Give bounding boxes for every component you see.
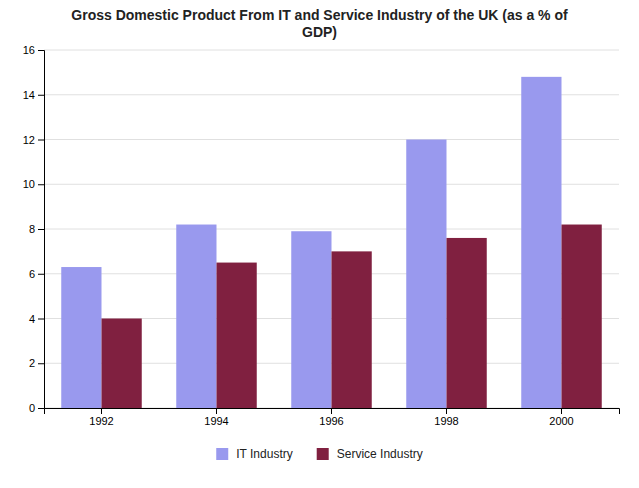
bar [447, 238, 487, 408]
legend-label: Service Industry [337, 447, 423, 461]
y-tick-mark [38, 274, 44, 275]
bar [176, 225, 216, 408]
y-axis: 0 2 4 6 8 10 12 14 16 [23, 44, 45, 414]
legend-item: IT Industry [216, 447, 292, 461]
y-tick: 16 [23, 44, 44, 56]
x-axis: 1992 1994 1996 1998 2000 [45, 408, 620, 427]
x-tick-label: 1998 [434, 415, 458, 427]
x-tick-mark [216, 408, 217, 414]
y-tick-label: 4 [29, 313, 35, 325]
y-tick-mark [38, 140, 44, 141]
title: Gross Domestic Product From IT and Servi… [71, 7, 568, 40]
x-tick: 1996 [319, 408, 343, 427]
y-tick: 14 [23, 89, 44, 101]
y-tick-mark [38, 184, 44, 185]
x-tick: 1992 [89, 408, 113, 427]
legend-label: IT Industry [236, 447, 292, 461]
bar [61, 267, 101, 408]
y-tick-mark [38, 408, 44, 409]
y-tick-mark [38, 95, 44, 96]
series [61, 77, 561, 408]
legend-swatch [216, 448, 228, 460]
grid [44, 50, 619, 408]
x-tick: 1998 [434, 408, 458, 427]
title-line: Gross Domestic Product From IT and Servi… [71, 7, 568, 23]
y-tick-label: 6 [29, 268, 35, 280]
bar [102, 319, 142, 409]
x-axis-line [45, 409, 620, 415]
x-tick: 2000 [549, 408, 573, 427]
legend-item: Service Industry [317, 447, 423, 461]
bar [562, 225, 602, 408]
chart: Gross Domestic Product From IT and Servi… [0, 0, 639, 488]
y-tick-mark [38, 363, 44, 364]
y-tick-label: 12 [23, 134, 35, 146]
bar [217, 263, 257, 408]
y-tick-label: 16 [23, 44, 35, 56]
y-tick-label: 14 [23, 89, 35, 101]
x-tick: 1994 [204, 408, 228, 427]
bar [291, 231, 331, 408]
y-tick-label: 10 [23, 178, 35, 190]
legend: IT Industry Service Industry [216, 447, 423, 461]
y-tick: 0 [29, 402, 44, 414]
x-tick-label: 1996 [319, 415, 343, 427]
x-tick-mark [331, 408, 332, 414]
y-tick-mark [38, 50, 44, 51]
y-tick-mark [38, 319, 44, 320]
bar [521, 77, 561, 408]
y-tick-label: 8 [29, 223, 35, 235]
legend-swatch [317, 448, 329, 460]
x-tick-mark [101, 408, 102, 414]
bar [406, 140, 446, 409]
y-tick-mark [38, 229, 44, 230]
y-tick: 10 [23, 178, 44, 190]
y-axis-line [38, 51, 45, 409]
y-tick: 2 [29, 357, 44, 369]
bar [332, 251, 372, 408]
x-tick-mark [446, 408, 447, 414]
y-tick: 6 [29, 268, 44, 280]
y-tick-label: 2 [29, 357, 35, 369]
y-tick-label: 0 [29, 402, 35, 414]
title-line: GDP) [302, 24, 337, 40]
y-tick: 12 [23, 134, 44, 146]
x-tick-mark [561, 408, 562, 414]
bars [61, 77, 602, 408]
grid-line [44, 50, 619, 51]
x-tick-label: 1992 [89, 415, 113, 427]
y-tick: 8 [29, 223, 44, 235]
plot: 0 2 4 6 8 10 12 14 16 1992 1994 1996 1998 2000 [23, 44, 620, 427]
x-tick-label: 2000 [549, 415, 573, 427]
y-tick: 4 [29, 313, 44, 325]
x-tick-label: 1994 [204, 415, 228, 427]
series [102, 225, 602, 408]
